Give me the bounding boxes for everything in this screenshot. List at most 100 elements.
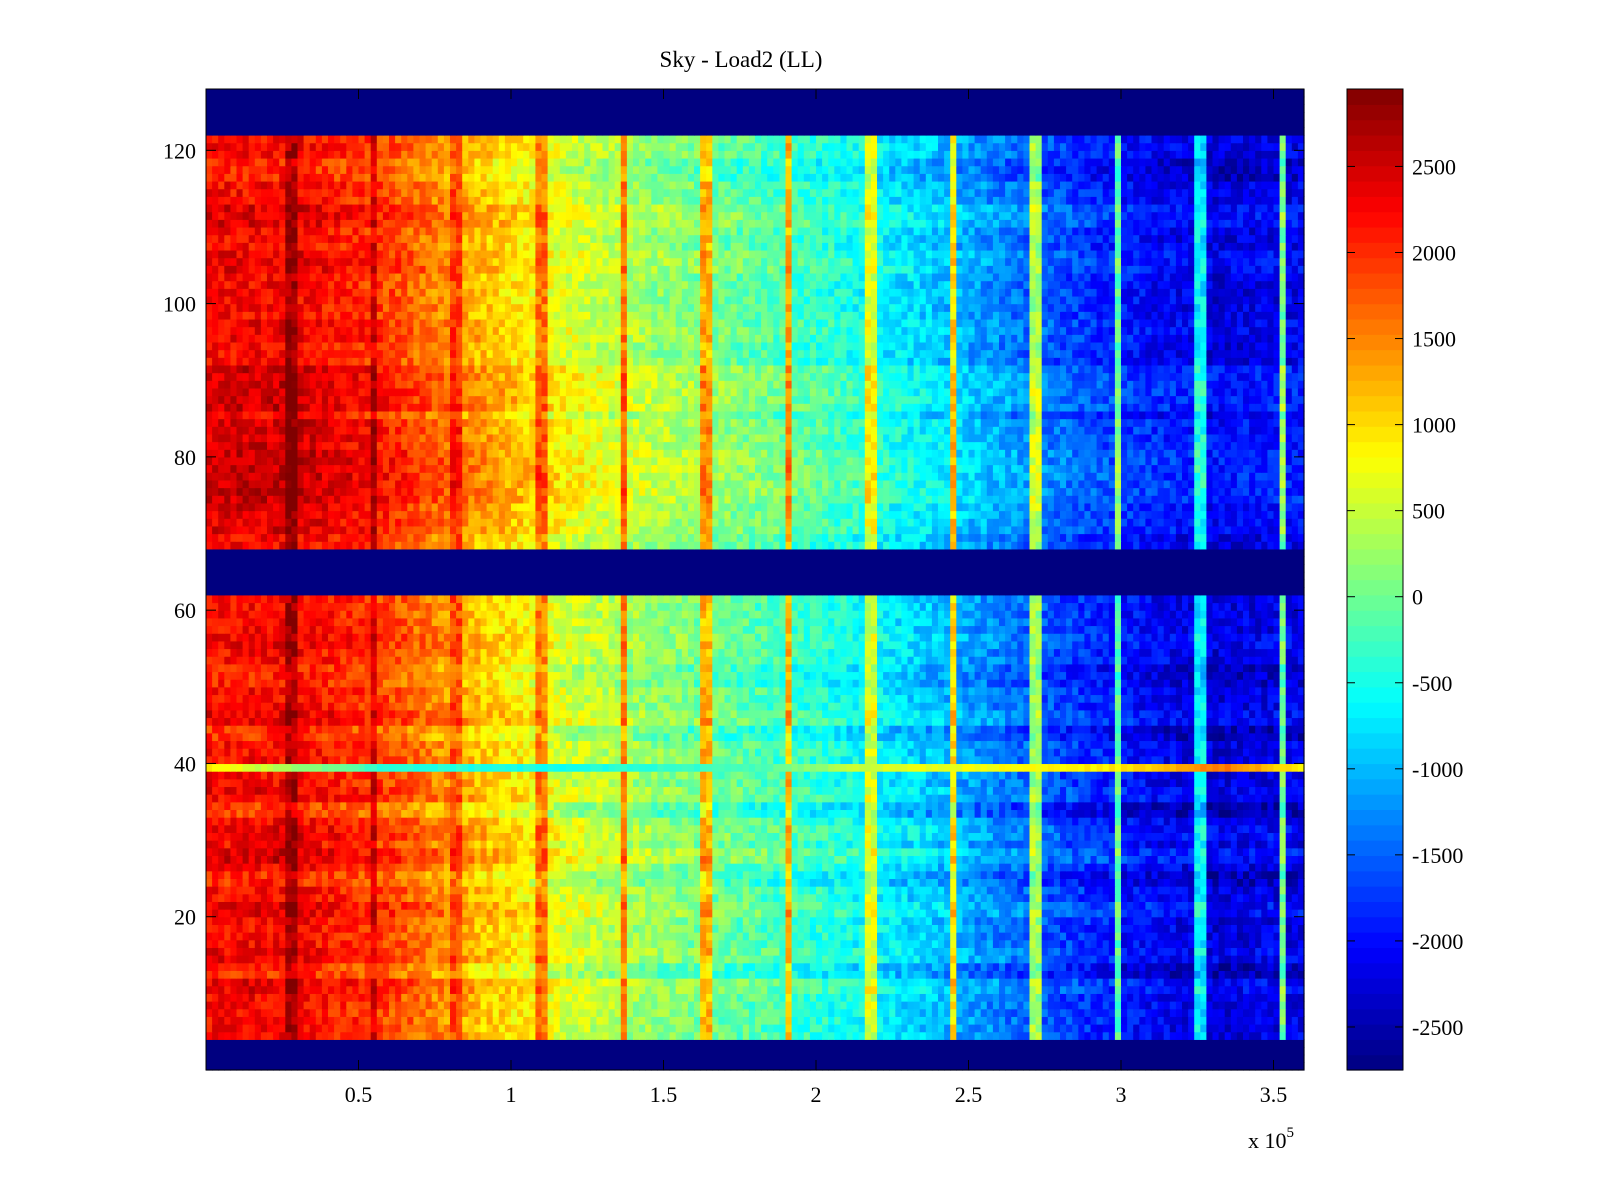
heatmap-cell — [865, 917, 872, 925]
heatmap-cell — [603, 894, 610, 902]
heatmap-cell — [700, 901, 707, 909]
heatmap-cell — [621, 947, 628, 955]
heatmap-cell — [999, 1024, 1006, 1032]
heatmap-cell — [499, 1016, 506, 1024]
heatmap-cell — [969, 970, 976, 978]
heatmap-cell — [426, 1039, 433, 1047]
heatmap-cell — [566, 924, 573, 932]
heatmap-cell — [828, 963, 835, 971]
heatmap-cell — [468, 924, 475, 932]
heatmap-cell — [548, 1039, 555, 1047]
heatmap-cell — [285, 1047, 292, 1055]
heatmap-cell — [1115, 955, 1122, 963]
heatmap-cell — [578, 1062, 585, 1070]
heatmap-cell — [627, 940, 634, 948]
heatmap-cell — [871, 986, 878, 994]
heatmap-cell — [462, 901, 469, 909]
heatmap-cell — [1005, 901, 1012, 909]
heatmap-cell — [834, 1009, 841, 1017]
heatmap-cell — [273, 1047, 280, 1055]
heatmap-cell — [304, 963, 311, 971]
heatmap-cell — [487, 1016, 494, 1024]
heatmap-cell — [670, 1024, 677, 1032]
heatmap-cell — [1170, 1055, 1177, 1063]
heatmap-cell — [1231, 924, 1238, 932]
heatmap-cell — [627, 963, 634, 971]
heatmap-cell — [1084, 1024, 1091, 1032]
heatmap-cell — [621, 1009, 628, 1017]
heatmap-cell — [517, 932, 524, 940]
heatmap-cell — [987, 963, 994, 971]
heatmap-cell — [407, 917, 414, 925]
heatmap-cell — [1286, 1055, 1293, 1063]
heatmap-cell — [755, 970, 762, 978]
heatmap-cell — [1121, 901, 1128, 909]
heatmap-cell — [304, 1047, 311, 1055]
heatmap-cell — [615, 1009, 622, 1017]
heatmap-cell — [590, 1001, 597, 1009]
heatmap-cell — [481, 986, 488, 994]
heatmap-cell — [725, 878, 732, 886]
heatmap-cell — [1176, 909, 1183, 917]
heatmap-cell — [950, 901, 957, 909]
heatmap-cell — [1280, 970, 1287, 978]
heatmap-cell — [761, 993, 768, 1001]
heatmap-cell — [340, 1032, 347, 1040]
heatmap-cell — [633, 978, 640, 986]
heatmap-cell — [444, 1016, 451, 1024]
heatmap-cell — [1206, 940, 1213, 948]
heatmap-cell — [816, 886, 823, 894]
heatmap-cell — [230, 1047, 237, 1055]
heatmap-cell — [456, 947, 463, 955]
heatmap-cell — [944, 947, 951, 955]
heatmap-cell — [609, 917, 616, 925]
heatmap-cell — [578, 970, 585, 978]
heatmap-cell — [1030, 993, 1037, 1001]
heatmap-cell — [1237, 1009, 1244, 1017]
heatmap-cell — [1152, 1062, 1159, 1070]
heatmap-cell — [1219, 924, 1226, 932]
heatmap-cell — [950, 963, 957, 971]
heatmap-cell — [389, 1001, 396, 1009]
heatmap-cell — [1042, 993, 1049, 1001]
heatmap-cell — [560, 1016, 567, 1024]
heatmap-cell — [487, 909, 494, 917]
heatmap-cell — [755, 993, 762, 1001]
heatmap-cell — [432, 1024, 439, 1032]
heatmap-cell — [230, 894, 237, 902]
heatmap-cell — [407, 901, 414, 909]
heatmap-cell — [1011, 1039, 1018, 1047]
heatmap-cell — [694, 924, 701, 932]
heatmap-cell — [1158, 955, 1165, 963]
heatmap-cell — [218, 917, 225, 925]
heatmap-cell — [956, 1039, 963, 1047]
heatmap-cell — [969, 1039, 976, 1047]
heatmap-cell — [596, 947, 603, 955]
heatmap-cell — [493, 878, 500, 886]
heatmap-cell — [328, 1062, 335, 1070]
heatmap-cell — [1030, 1055, 1037, 1063]
heatmap-cell — [481, 1009, 488, 1017]
heatmap-cell — [670, 940, 677, 948]
heatmap-cell — [1225, 1032, 1232, 1040]
heatmap-cell — [1005, 978, 1012, 986]
heatmap-cell — [1176, 917, 1183, 925]
heatmap-cell — [798, 970, 805, 978]
heatmap-cell — [804, 1001, 811, 1009]
heatmap-cell — [1103, 1009, 1110, 1017]
heatmap-cell — [828, 986, 835, 994]
heatmap-cell — [603, 1001, 610, 1009]
heatmap-cell — [901, 947, 908, 955]
heatmap-cell — [1164, 1016, 1171, 1024]
heatmap-cell — [340, 993, 347, 1001]
heatmap-cell — [401, 1055, 408, 1063]
heatmap-cell — [700, 1032, 707, 1040]
heatmap-cell — [877, 1009, 884, 1017]
heatmap-cell — [450, 1032, 457, 1040]
heatmap-cell — [413, 894, 420, 902]
heatmap-cell — [981, 1024, 988, 1032]
heatmap-cell — [1182, 909, 1189, 917]
heatmap-cell — [542, 1024, 549, 1032]
heatmap-cell — [871, 886, 878, 894]
heatmap-cell — [908, 932, 915, 940]
